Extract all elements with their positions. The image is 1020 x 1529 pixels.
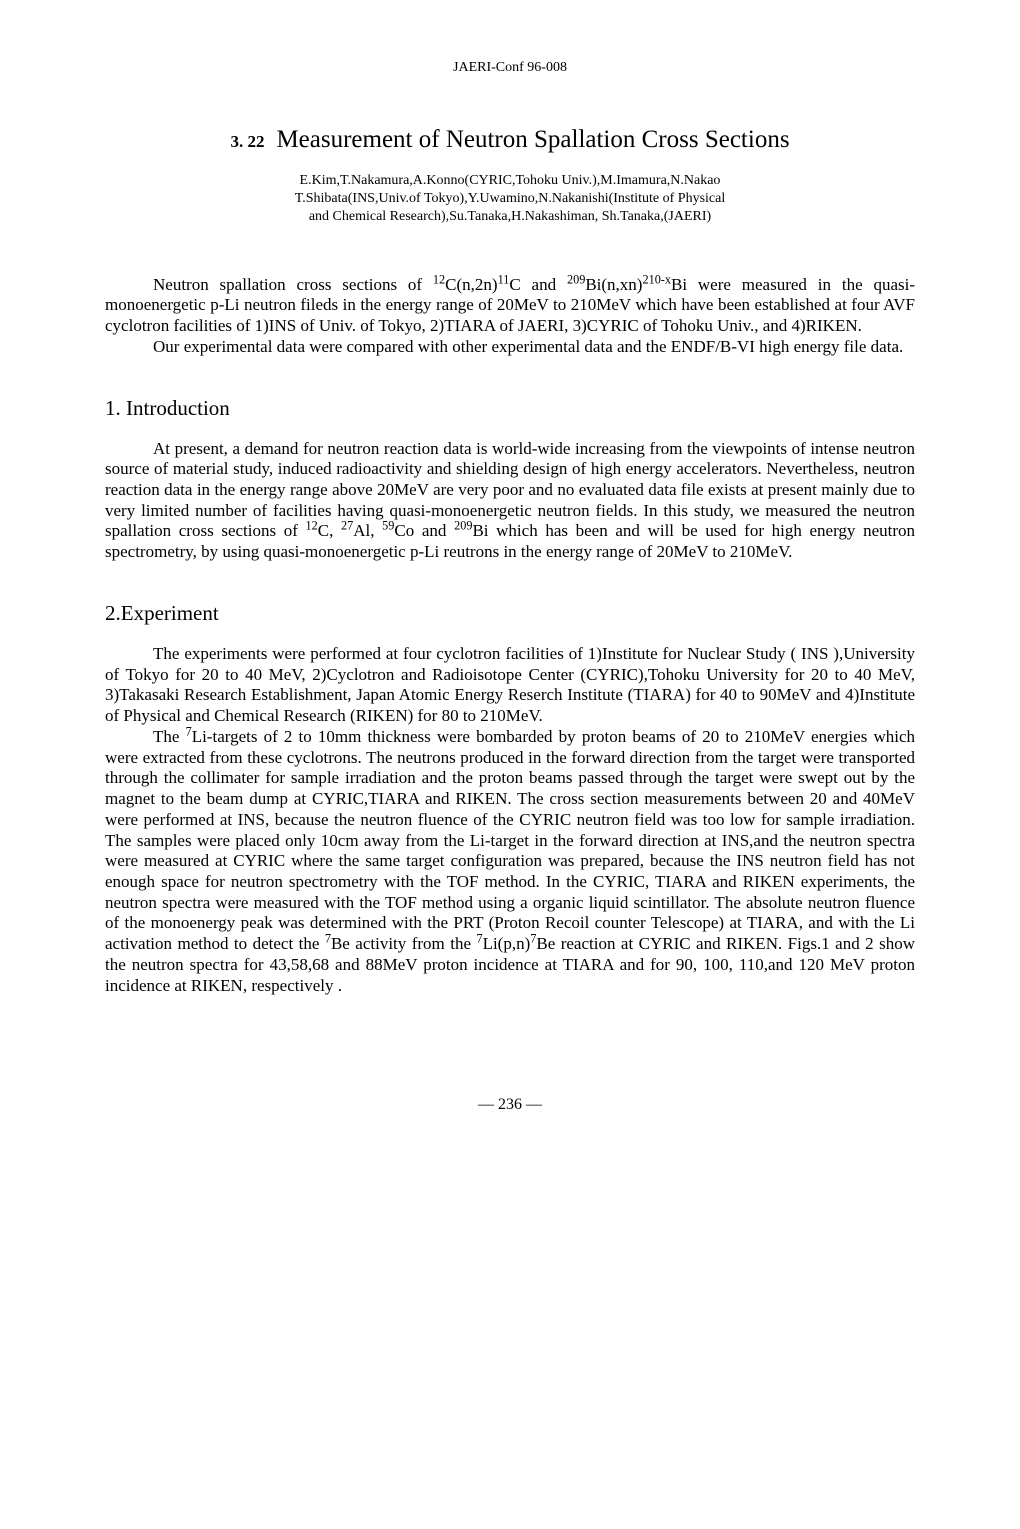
- abstract-paragraph-1: Neutron spallation cross sections of 12C…: [105, 275, 915, 337]
- abstract-paragraph-2: Our experimental data were compared with…: [105, 337, 915, 358]
- section-2-paragraph-1: The experiments were performed at four c…: [105, 644, 915, 727]
- title-line: 3. 22 Measurement of Neutron Spallation …: [105, 126, 915, 154]
- page-number: — 236 —: [105, 1096, 915, 1114]
- abstract-block: Neutron spallation cross sections of 12C…: [105, 275, 915, 358]
- document-id: JAERI-Conf 96-008: [105, 60, 915, 76]
- authors-block: E.Kim,T.Nakamura,A.Konno(CYRIC,Tohoku Un…: [105, 172, 915, 227]
- section-2-paragraph-2: The 7Li-targets of 2 to 10mm thickness w…: [105, 727, 915, 997]
- authors-line-3: and Chemical Research),Su.Tanaka,H.Nakas…: [105, 208, 915, 226]
- section-1-paragraph-1: At present, a demand for neutron reactio…: [105, 439, 915, 563]
- title-text: Measurement of Neutron Spallation Cross …: [276, 126, 789, 153]
- authors-line-1: E.Kim,T.Nakamura,A.Konno(CYRIC,Tohoku Un…: [105, 172, 915, 190]
- section-number: 3. 22: [230, 132, 264, 151]
- section-1-body: At present, a demand for neutron reactio…: [105, 439, 915, 563]
- document-page: JAERI-Conf 96-008 3. 22 Measurement of N…: [0, 0, 1020, 1154]
- section-2-heading: 2.Experiment: [105, 601, 915, 626]
- section-2-body: The experiments were performed at four c…: [105, 644, 915, 996]
- section-1-heading: 1. Introduction: [105, 396, 915, 421]
- authors-line-2: T.Shibata(INS,Univ.of Tokyo),Y.Uwamino,N…: [105, 190, 915, 208]
